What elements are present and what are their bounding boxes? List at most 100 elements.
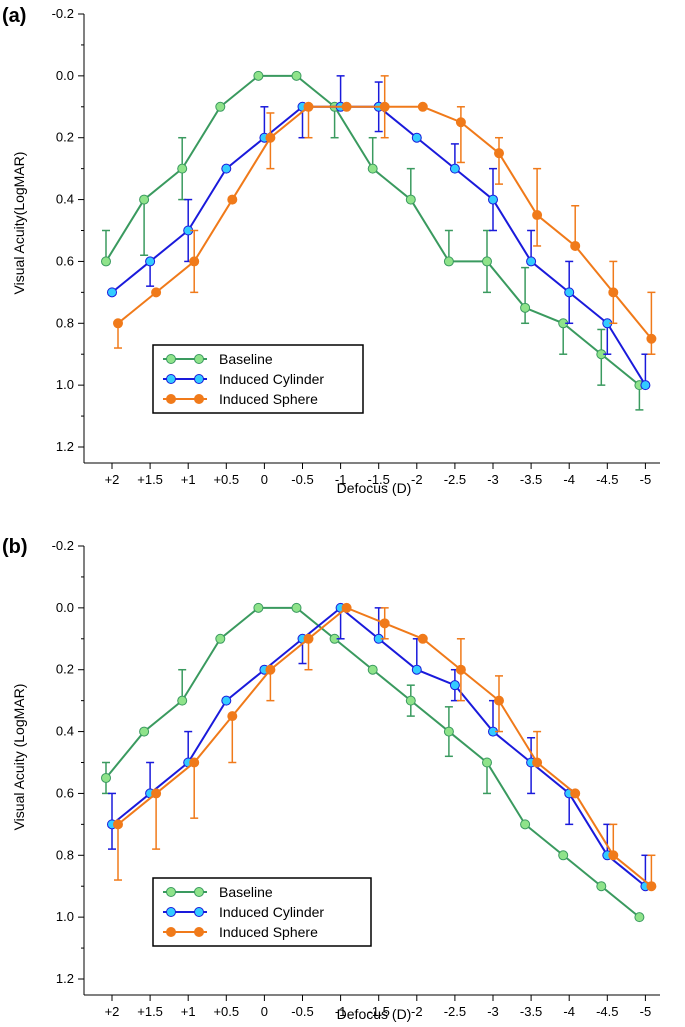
y-tick-label: 0.6 (56, 253, 74, 268)
legend-marker (194, 907, 204, 917)
data-point (526, 256, 537, 267)
legend-marker (166, 394, 176, 404)
panel-label-a: (a) (2, 5, 26, 27)
x-tick-label: +1 (181, 1004, 196, 1019)
y-tick-label: 1.0 (56, 909, 74, 924)
data-point (494, 148, 504, 159)
data-point (379, 101, 390, 112)
data-point (189, 757, 200, 768)
data-point (145, 256, 156, 267)
data-point (411, 132, 422, 143)
data-point (405, 194, 416, 205)
data-point (608, 850, 619, 861)
legend-marker (194, 354, 204, 364)
data-point (455, 664, 466, 675)
x-tick-label: 0 (261, 472, 268, 487)
y-axis-title-a: Visual Acuity(LogMAR) (11, 152, 27, 295)
x-axis-title-a: Defocus (D) (337, 480, 412, 496)
legend-label: Baseline (219, 884, 273, 900)
y-tick-label: 0.8 (56, 847, 74, 862)
data-point (227, 194, 238, 205)
y-tick-label: 0.0 (56, 600, 74, 615)
data-point (215, 633, 226, 644)
data-point (449, 680, 460, 691)
series-induced-sphere (113, 602, 657, 892)
x-tick-label: -4 (563, 472, 575, 487)
y-tick-label: 1.2 (56, 439, 74, 454)
data-point (227, 711, 238, 722)
data-point (253, 70, 264, 81)
x-tick-label: +0.5 (213, 472, 239, 487)
data-point (265, 664, 276, 675)
series-baseline (101, 602, 645, 923)
panel-label-b: (b) (2, 536, 28, 558)
data-point (411, 664, 422, 675)
data-point (189, 256, 200, 267)
series-induced-cylinder (107, 602, 651, 892)
x-tick-label: -1.5 (367, 472, 389, 487)
x-tick-label: -2.5 (444, 1004, 466, 1019)
legend-label: Induced Sphere (219, 391, 318, 407)
data-point (367, 664, 378, 675)
legend-marker (166, 927, 176, 937)
data-point (113, 819, 123, 830)
data-point (494, 695, 504, 706)
x-tick-label: -2 (411, 472, 423, 487)
data-point (443, 256, 454, 267)
legend-marker (166, 354, 176, 364)
data-point (520, 819, 531, 830)
data-point (455, 117, 466, 128)
legend-marker (194, 374, 204, 384)
legend-label: Induced Cylinder (219, 371, 324, 387)
data-point (265, 132, 276, 143)
series-induced-sphere (113, 75, 657, 355)
data-point (488, 194, 498, 205)
data-point (379, 618, 390, 629)
data-point (634, 912, 645, 923)
data-point (303, 633, 314, 644)
data-point (139, 726, 150, 737)
legend-label: Induced Cylinder (219, 904, 324, 920)
data-point (482, 757, 492, 768)
x-tick-label: -4.5 (596, 472, 618, 487)
data-point (646, 333, 657, 344)
x-axis-title-b: Defocus (D) (337, 1006, 412, 1022)
data-point (608, 287, 619, 298)
data-point (405, 695, 416, 706)
y-tick-label: 0.8 (56, 315, 74, 330)
data-point (221, 163, 232, 174)
x-tick-label: +2 (105, 1004, 120, 1019)
data-point (417, 101, 428, 112)
data-point (570, 788, 581, 799)
x-tick-label: -3.5 (520, 472, 542, 487)
data-point (443, 726, 454, 737)
panel-a: (a) Visual Acuity(LogMAR) Defocus (D) -0… (2, 5, 660, 496)
data-point (417, 633, 428, 644)
legend-label: Baseline (219, 351, 273, 367)
x-tick-label: -3 (487, 472, 499, 487)
legend-marker (194, 394, 204, 404)
y-tick-label: 0.2 (56, 662, 74, 677)
x-tick-label: +1 (181, 472, 196, 487)
x-tick-label: -2 (411, 1004, 423, 1019)
y-tick-label: 0.0 (56, 68, 74, 83)
data-point (151, 788, 162, 799)
y-tick-label: -0.2 (52, 6, 74, 21)
data-point (367, 163, 378, 174)
data-point (139, 194, 150, 205)
x-tick-label: -4 (563, 1004, 575, 1019)
data-point (646, 881, 657, 892)
data-point (532, 757, 543, 768)
legend-marker (166, 887, 176, 897)
data-point (482, 256, 492, 267)
x-tick-label: +2 (105, 472, 120, 487)
data-point (640, 380, 651, 391)
x-tick-label: -2.5 (444, 472, 466, 487)
data-point (520, 302, 531, 313)
y-tick-label: -0.2 (52, 538, 74, 553)
legend: Baseline Induced Cylinder Induced Sphere (152, 344, 364, 414)
legend-marker (194, 927, 204, 937)
data-point (177, 695, 188, 706)
data-point (558, 850, 569, 861)
